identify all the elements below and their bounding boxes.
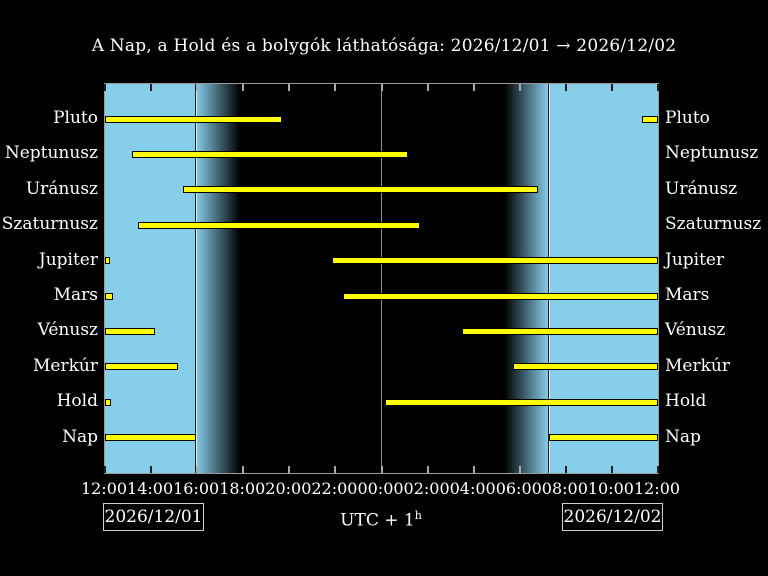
x-tick-bot xyxy=(242,466,245,473)
x-tick-top xyxy=(288,84,291,91)
x-tick-label: 00:00 xyxy=(357,479,404,498)
row-label-right-merkur: Merkúr xyxy=(665,355,730,376)
visibility-bar-neptunusz xyxy=(131,150,408,158)
x-tick-bot xyxy=(657,466,659,473)
date-box-start: 2026/12/01 xyxy=(103,503,204,531)
row-label-left-jupiter: Jupiter xyxy=(38,249,98,270)
row-label-left-venusz: Vénusz xyxy=(37,320,98,341)
row-label-right-uranusz: Uránusz xyxy=(665,178,738,199)
x-tick-top xyxy=(472,84,475,91)
visibility-bar-uranusz xyxy=(183,186,539,194)
visibility-bar-pluto xyxy=(641,115,658,123)
row-label-left-neptunusz: Neptunusz xyxy=(4,143,98,164)
x-tick-top xyxy=(150,84,153,91)
row-label-left-nap: Nap xyxy=(62,426,98,447)
visibility-plot xyxy=(104,83,659,474)
x-tick-bot xyxy=(472,466,475,473)
x-tick-bot xyxy=(610,466,613,473)
x-tick-top xyxy=(610,84,613,91)
visibility-bar-merkur xyxy=(105,363,179,371)
x-tick-top xyxy=(518,84,521,91)
x-tick-label: 02:00 xyxy=(403,479,450,498)
x-tick-label: 18:00 xyxy=(219,479,266,498)
x-tick-bot xyxy=(518,466,521,473)
x-tick-top xyxy=(104,84,106,91)
visibility-bar-nap xyxy=(548,434,658,442)
sunrise-line xyxy=(547,84,550,473)
timezone-label: UTC + 1h xyxy=(281,509,481,531)
x-tick-bot xyxy=(196,466,199,473)
visibility-bar-pluto xyxy=(105,115,282,123)
row-label-left-szaturnusz: Szaturnusz xyxy=(1,214,98,235)
midnight-line xyxy=(380,84,382,473)
row-label-right-venusz: Vénusz xyxy=(665,320,726,341)
timezone-superscript: h xyxy=(414,509,422,522)
row-label-right-szaturnusz: Szaturnusz xyxy=(665,214,762,235)
chart-title: A Nap, a Hold és a bolygók láthatósága: … xyxy=(91,36,677,56)
visibility-bar-hold xyxy=(384,398,658,406)
row-label-right-jupiter: Jupiter xyxy=(665,249,725,270)
visibility-bar-venusz xyxy=(461,327,658,335)
date-box-end: 2026/12/02 xyxy=(562,503,663,531)
x-tick-top xyxy=(657,84,659,91)
sunset-line xyxy=(194,84,197,473)
x-tick-bot xyxy=(150,466,153,473)
x-tick-label: 06:00 xyxy=(495,479,542,498)
row-label-right-neptunusz: Neptunusz xyxy=(665,143,759,164)
x-tick-top xyxy=(242,84,245,91)
x-tick-bot xyxy=(380,466,383,473)
row-label-right-hold: Hold xyxy=(665,391,707,412)
row-label-right-pluto: Pluto xyxy=(665,108,710,128)
x-tick-label: 16:00 xyxy=(173,479,220,498)
x-tick-bot xyxy=(288,466,291,473)
x-tick-top xyxy=(564,84,567,91)
x-tick-bot xyxy=(564,466,567,473)
x-tick-top xyxy=(196,84,199,91)
sky-background xyxy=(105,84,658,473)
row-label-left-hold: Hold xyxy=(56,391,98,412)
x-tick-label: 22:00 xyxy=(311,479,358,498)
x-tick-label: 12:00 xyxy=(633,479,681,498)
visibility-bar-jupiter xyxy=(105,257,110,265)
x-tick-top xyxy=(426,84,429,91)
row-label-left-uranusz: Uránusz xyxy=(25,178,98,199)
row-label-left-mars: Mars xyxy=(53,285,98,305)
visibility-bar-jupiter xyxy=(331,257,658,265)
visibility-bar-hold xyxy=(105,398,111,406)
x-tick-bot xyxy=(334,466,337,473)
x-tick-label: 14:00 xyxy=(127,479,174,498)
row-label-right-nap: Nap xyxy=(665,426,701,447)
visibility-bar-szaturnusz xyxy=(137,221,420,229)
visibility-bar-nap xyxy=(105,434,196,442)
row-label-left-merkur: Merkúr xyxy=(33,355,98,376)
x-tick-label: 08:00 xyxy=(541,479,588,498)
row-label-right-mars: Mars xyxy=(665,285,710,305)
x-tick-label: 04:00 xyxy=(449,479,496,498)
visibility-bar-venusz xyxy=(105,327,155,335)
timezone-text: UTC + 1 xyxy=(340,510,415,531)
x-tick-label: 12:00 xyxy=(80,479,128,498)
x-tick-bot xyxy=(104,466,106,473)
x-tick-top xyxy=(380,84,383,91)
row-label-left-pluto: Pluto xyxy=(53,108,98,128)
visibility-bar-mars xyxy=(105,292,114,300)
visibility-bar-mars xyxy=(343,292,658,300)
x-tick-label: 10:00 xyxy=(587,479,634,498)
x-tick-top xyxy=(334,84,337,91)
x-tick-bot xyxy=(426,466,429,473)
x-tick-label: 20:00 xyxy=(265,479,312,498)
visibility-bar-merkur xyxy=(512,363,658,371)
